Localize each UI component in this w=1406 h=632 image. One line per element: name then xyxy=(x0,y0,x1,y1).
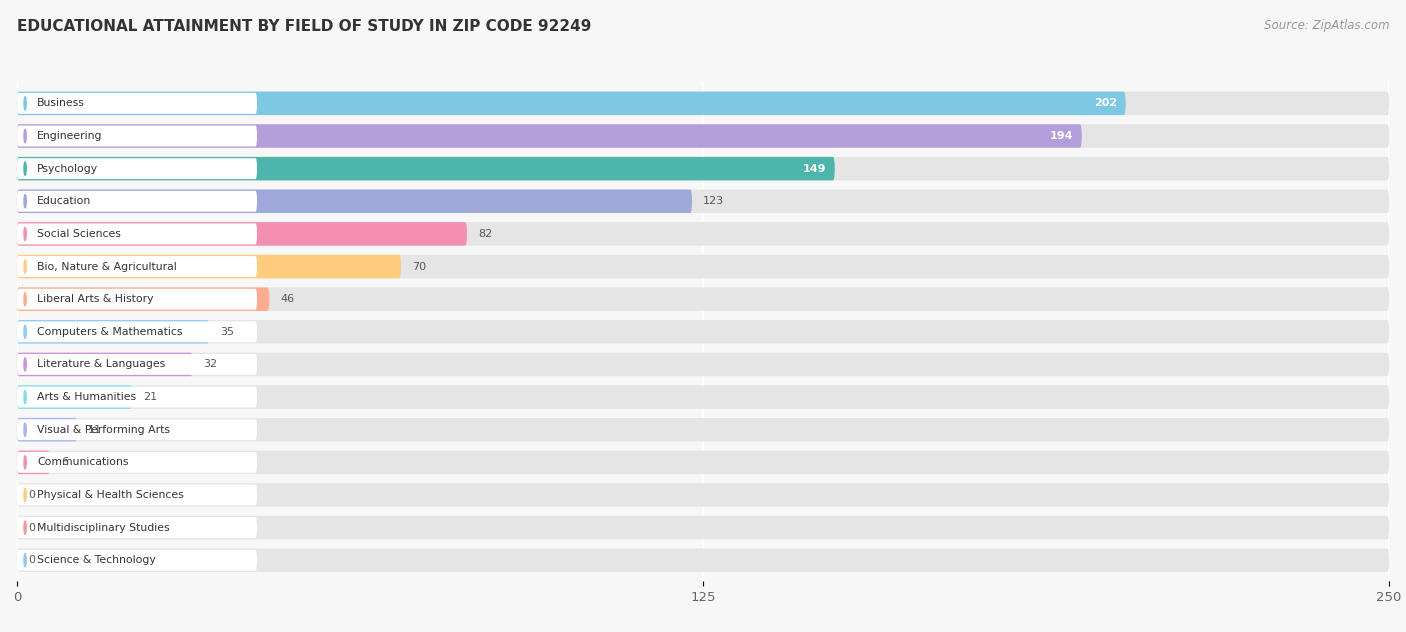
FancyBboxPatch shape xyxy=(17,126,257,147)
Text: 70: 70 xyxy=(412,262,426,272)
Circle shape xyxy=(24,391,27,404)
Circle shape xyxy=(24,554,27,567)
FancyBboxPatch shape xyxy=(17,517,257,538)
Circle shape xyxy=(24,260,27,273)
Text: 35: 35 xyxy=(219,327,233,337)
FancyBboxPatch shape xyxy=(17,386,1389,409)
FancyBboxPatch shape xyxy=(17,222,467,246)
FancyBboxPatch shape xyxy=(17,320,1389,344)
Text: 0: 0 xyxy=(28,556,35,565)
Text: 11: 11 xyxy=(89,425,103,435)
Text: 6: 6 xyxy=(60,458,67,467)
Circle shape xyxy=(24,325,27,338)
Text: EDUCATIONAL ATTAINMENT BY FIELD OF STUDY IN ZIP CODE 92249: EDUCATIONAL ATTAINMENT BY FIELD OF STUDY… xyxy=(17,19,592,34)
Circle shape xyxy=(24,293,27,306)
Circle shape xyxy=(24,162,27,175)
FancyBboxPatch shape xyxy=(17,321,257,343)
Text: Computers & Mathematics: Computers & Mathematics xyxy=(37,327,183,337)
Circle shape xyxy=(24,97,27,110)
FancyBboxPatch shape xyxy=(17,418,77,441)
FancyBboxPatch shape xyxy=(17,92,1389,115)
Text: Education: Education xyxy=(37,197,91,206)
FancyBboxPatch shape xyxy=(17,387,257,408)
FancyBboxPatch shape xyxy=(17,222,1389,246)
FancyBboxPatch shape xyxy=(17,93,257,114)
Circle shape xyxy=(24,130,27,143)
Text: Arts & Humanities: Arts & Humanities xyxy=(37,392,136,402)
Text: Source: ZipAtlas.com: Source: ZipAtlas.com xyxy=(1264,19,1389,32)
FancyBboxPatch shape xyxy=(17,353,1389,376)
Text: Liberal Arts & History: Liberal Arts & History xyxy=(37,294,153,304)
Text: Visual & Performing Arts: Visual & Performing Arts xyxy=(37,425,170,435)
Text: Physical & Health Sciences: Physical & Health Sciences xyxy=(37,490,184,500)
Text: 0: 0 xyxy=(28,523,35,533)
FancyBboxPatch shape xyxy=(17,418,1389,441)
FancyBboxPatch shape xyxy=(17,157,835,180)
FancyBboxPatch shape xyxy=(17,485,257,506)
FancyBboxPatch shape xyxy=(17,224,257,245)
FancyBboxPatch shape xyxy=(17,354,257,375)
Text: Bio, Nature & Agricultural: Bio, Nature & Agricultural xyxy=(37,262,177,272)
Text: 21: 21 xyxy=(143,392,157,402)
FancyBboxPatch shape xyxy=(17,451,1389,474)
FancyBboxPatch shape xyxy=(17,125,1081,148)
FancyBboxPatch shape xyxy=(17,550,257,571)
Text: 123: 123 xyxy=(703,197,724,206)
Circle shape xyxy=(24,358,27,371)
Text: Psychology: Psychology xyxy=(37,164,98,174)
Text: 32: 32 xyxy=(204,360,218,370)
Text: Engineering: Engineering xyxy=(37,131,103,141)
FancyBboxPatch shape xyxy=(17,256,257,277)
Circle shape xyxy=(24,228,27,241)
Text: 149: 149 xyxy=(803,164,827,174)
FancyBboxPatch shape xyxy=(17,516,1389,539)
FancyBboxPatch shape xyxy=(17,191,257,212)
Text: 46: 46 xyxy=(280,294,294,304)
Text: 194: 194 xyxy=(1050,131,1074,141)
FancyBboxPatch shape xyxy=(17,353,193,376)
FancyBboxPatch shape xyxy=(17,255,401,278)
Text: Social Sciences: Social Sciences xyxy=(37,229,121,239)
Circle shape xyxy=(24,423,27,436)
FancyBboxPatch shape xyxy=(17,419,257,440)
Text: 0: 0 xyxy=(28,490,35,500)
Text: 202: 202 xyxy=(1094,99,1118,108)
FancyBboxPatch shape xyxy=(17,158,257,179)
FancyBboxPatch shape xyxy=(17,190,1389,213)
FancyBboxPatch shape xyxy=(17,92,1126,115)
FancyBboxPatch shape xyxy=(17,157,1389,180)
FancyBboxPatch shape xyxy=(17,288,270,311)
Circle shape xyxy=(24,195,27,208)
FancyBboxPatch shape xyxy=(17,190,692,213)
Text: Science & Technology: Science & Technology xyxy=(37,556,156,565)
FancyBboxPatch shape xyxy=(17,386,132,409)
Circle shape xyxy=(24,489,27,502)
FancyBboxPatch shape xyxy=(17,289,257,310)
Text: Business: Business xyxy=(37,99,84,108)
FancyBboxPatch shape xyxy=(17,451,49,474)
Circle shape xyxy=(24,521,27,534)
FancyBboxPatch shape xyxy=(17,320,209,344)
Text: 82: 82 xyxy=(478,229,492,239)
FancyBboxPatch shape xyxy=(17,452,257,473)
FancyBboxPatch shape xyxy=(17,255,1389,278)
FancyBboxPatch shape xyxy=(17,549,1389,572)
Text: Literature & Languages: Literature & Languages xyxy=(37,360,166,370)
Text: Communications: Communications xyxy=(37,458,129,467)
Text: Multidisciplinary Studies: Multidisciplinary Studies xyxy=(37,523,170,533)
FancyBboxPatch shape xyxy=(17,483,1389,507)
FancyBboxPatch shape xyxy=(17,125,1389,148)
Circle shape xyxy=(24,456,27,469)
FancyBboxPatch shape xyxy=(17,288,1389,311)
